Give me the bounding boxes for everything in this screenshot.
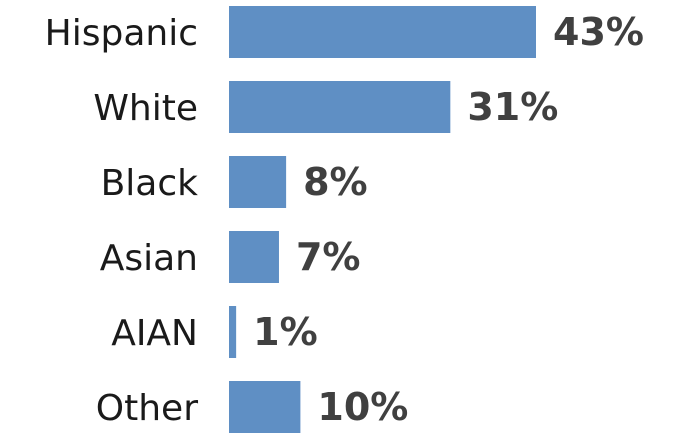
- value-labels-group: 43% 31% 8% 7% 1% 10%: [253, 10, 644, 429]
- bar-hispanic: [229, 6, 536, 58]
- bars-group: [229, 6, 536, 433]
- value-label-black: 8%: [303, 160, 368, 204]
- category-label-white: White: [93, 88, 198, 129]
- value-label-asian: 7%: [296, 235, 361, 279]
- category-label-black: Black: [101, 163, 199, 204]
- category-label-aian: AIAN: [111, 313, 198, 354]
- value-label-hispanic: 43%: [553, 10, 644, 54]
- value-label-white: 31%: [467, 85, 558, 129]
- category-label-asian: Asian: [100, 238, 198, 279]
- category-label-hispanic: Hispanic: [45, 13, 198, 54]
- category-label-other: Other: [96, 388, 198, 429]
- bar-aian: [229, 306, 237, 358]
- bar-asian: [229, 231, 279, 283]
- value-label-aian: 1%: [253, 310, 318, 354]
- category-labels-group: Hispanic White Black Asian AIAN Other: [45, 13, 199, 429]
- bar-black: [229, 156, 287, 208]
- bar-white: [229, 81, 451, 133]
- bar-other: [229, 381, 301, 433]
- value-label-other: 10%: [317, 385, 408, 429]
